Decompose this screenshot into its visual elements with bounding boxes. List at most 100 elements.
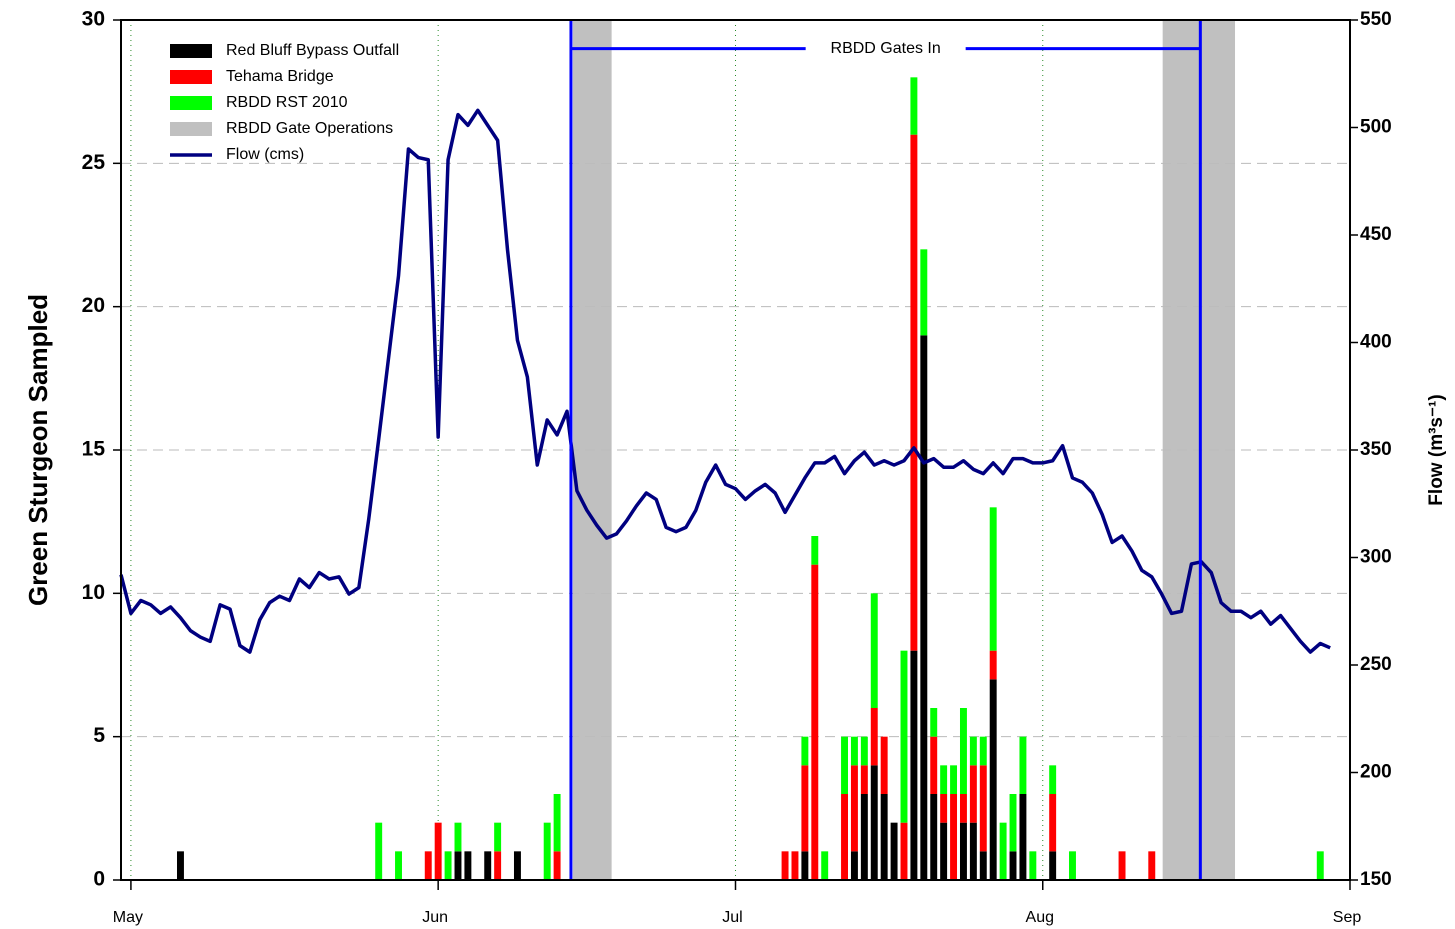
bar-segment xyxy=(1009,794,1017,852)
bar-segment xyxy=(1049,851,1057,880)
bar-segment xyxy=(553,851,561,880)
bar-segment xyxy=(553,794,561,852)
bar-segment xyxy=(791,851,799,880)
bar-segment xyxy=(989,507,997,651)
bar-segment xyxy=(1049,765,1057,794)
bar-segment xyxy=(900,650,908,823)
y2-tick-label: 350 xyxy=(1360,439,1392,460)
bar-segment xyxy=(979,765,987,852)
y-tick-label: 10 xyxy=(82,581,105,604)
bar-segment xyxy=(989,650,997,680)
y-axis-label: Green Sturgeon Sampled xyxy=(23,294,53,606)
legend-label: Tehama Bridge xyxy=(226,68,334,85)
legend-label: Red Bluff Bypass Outfall xyxy=(226,42,399,59)
legend-label: RBDD Gate Operations xyxy=(226,120,393,137)
bar-segment xyxy=(801,736,809,766)
bar-segment xyxy=(494,851,502,880)
bar-segment xyxy=(841,794,848,880)
y-tick-label: 5 xyxy=(93,724,105,747)
bar-segment xyxy=(1009,851,1017,880)
y2-axis-label: Flow (m³s⁻¹) xyxy=(1426,394,1447,505)
x-tick-label: May xyxy=(113,909,143,926)
bar-segment xyxy=(969,765,977,823)
bar-segment xyxy=(959,794,967,823)
y-tick-label: 20 xyxy=(82,294,105,317)
bar-segment xyxy=(950,794,958,880)
bar-segment xyxy=(454,851,462,880)
y2-tick-label: 250 xyxy=(1360,654,1392,675)
y-tick-label: 15 xyxy=(82,438,106,461)
bar-segment xyxy=(543,822,551,880)
bar-segment xyxy=(969,736,977,766)
bar-segment xyxy=(989,679,997,880)
bar-segment xyxy=(930,794,938,880)
bar-segment xyxy=(850,765,858,852)
bar-segment xyxy=(940,765,948,794)
bar-segment xyxy=(999,822,1007,880)
legend-swatch xyxy=(170,70,212,84)
bar-segment xyxy=(811,536,819,565)
bar-segment xyxy=(910,77,918,135)
bar-segment xyxy=(424,851,432,880)
x-tick-label: Sep xyxy=(1333,909,1362,926)
bar-segment xyxy=(1118,851,1126,880)
bar-segment xyxy=(395,851,402,880)
bar-segment xyxy=(1019,794,1027,880)
bar-segment xyxy=(1069,851,1076,880)
bar-segment xyxy=(444,851,452,880)
bar-segment xyxy=(494,822,502,852)
legend-label: RBDD RST 2010 xyxy=(226,94,348,111)
bar-segment xyxy=(979,851,987,880)
bar-segment xyxy=(920,249,928,336)
bar-segment xyxy=(801,765,809,852)
bar-segment xyxy=(434,822,442,880)
bar-segment xyxy=(464,851,472,880)
bar-segment xyxy=(870,708,878,766)
y2-tick-label: 150 xyxy=(1360,869,1392,890)
annotation: RBDD Gates In xyxy=(831,40,941,57)
bar-segment xyxy=(1019,736,1027,794)
bar-segment xyxy=(880,794,888,880)
bar-segment xyxy=(860,765,868,794)
bar-segment xyxy=(959,822,967,880)
bar-segment xyxy=(910,134,918,651)
y-tick-label: 30 xyxy=(82,8,105,31)
bar-segment xyxy=(1029,851,1037,880)
bar-segment xyxy=(870,593,878,708)
bar-segment xyxy=(850,851,858,880)
bar-segment xyxy=(801,851,809,880)
legend-swatch xyxy=(170,44,212,58)
y2-tick-label: 400 xyxy=(1360,332,1392,353)
y2-tick-label: 450 xyxy=(1360,224,1392,245)
bar-segment xyxy=(781,851,789,880)
bar-segment xyxy=(1148,851,1156,880)
y2-tick-label: 550 xyxy=(1360,9,1392,30)
bar-segment xyxy=(513,851,521,880)
bar-segment xyxy=(920,335,928,880)
bar-segment xyxy=(860,736,868,766)
bar-segment xyxy=(930,708,938,737)
bar-segment xyxy=(910,650,918,880)
legend-swatch xyxy=(170,96,212,110)
x-tick-label: Jul xyxy=(722,909,742,926)
bar-segment xyxy=(979,736,987,766)
legend-label: Flow (cms) xyxy=(226,146,304,163)
legend-swatch xyxy=(170,122,212,136)
plot-frame xyxy=(120,19,1351,881)
bar-segment xyxy=(484,851,492,880)
bar-segment xyxy=(940,794,948,823)
x-tick-label: Aug xyxy=(1026,909,1054,926)
y-tick-label: 0 xyxy=(93,868,105,891)
flow-line xyxy=(119,108,1331,654)
x-tick-label: Jun xyxy=(422,909,448,926)
y2-tick-label: 300 xyxy=(1360,547,1392,568)
bar-segment xyxy=(176,851,184,880)
bar-segment xyxy=(940,822,948,880)
bar-segment xyxy=(860,794,868,880)
bar-segment xyxy=(930,736,938,794)
y2-tick-label: 500 xyxy=(1360,117,1392,138)
bar-segment xyxy=(375,822,383,880)
bar-segment xyxy=(454,822,462,852)
bar-segment xyxy=(969,822,977,880)
